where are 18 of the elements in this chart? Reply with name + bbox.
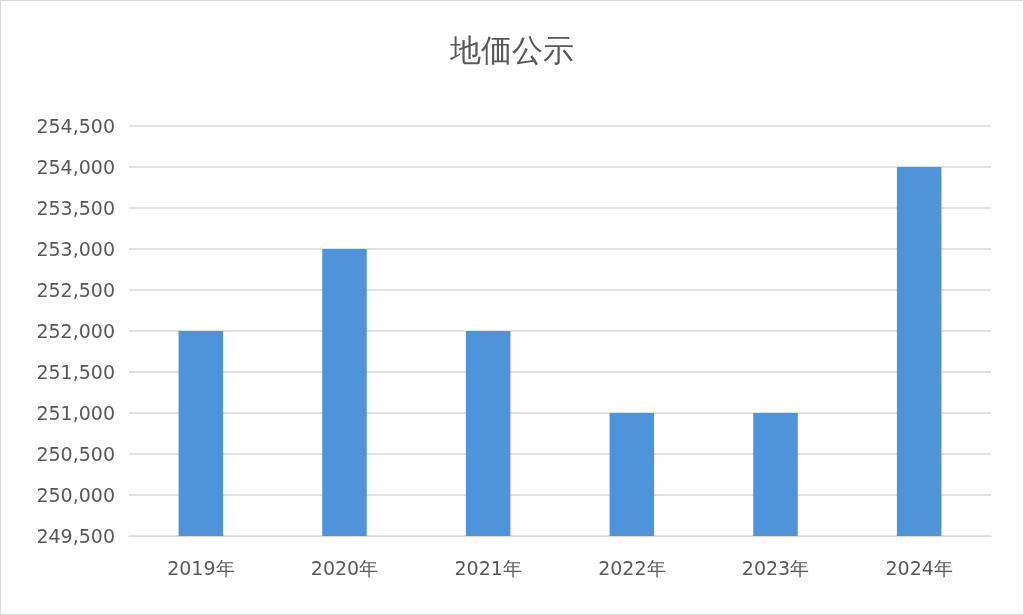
y-tick-label: 251,500 (36, 361, 115, 383)
x-tick-label: 2022年 (598, 556, 666, 579)
y-tick-label: 253,500 (36, 197, 115, 219)
chart-title: 地価公示 (449, 31, 574, 68)
y-tick-label: 249,500 (36, 525, 115, 547)
y-tick-label: 250,500 (36, 443, 115, 465)
x-tick-label: 2020年 (310, 556, 379, 579)
y-tick-label: 254,500 (36, 115, 115, 137)
x-tick-label: 2021年 (454, 556, 522, 579)
x-tick-label: 2023年 (741, 556, 810, 579)
y-tick-label: 251,000 (36, 402, 115, 424)
y-tick-label: 252,500 (36, 279, 115, 301)
y-tick-label: 254,000 (36, 156, 115, 178)
y-tick-label: 250,000 (36, 484, 115, 506)
x-tick-label: 2019年 (167, 556, 235, 579)
y-tick-label: 253,000 (36, 238, 115, 260)
x-tick-label: 2024年 (885, 556, 953, 579)
y-tick-label: 252,000 (36, 320, 115, 342)
